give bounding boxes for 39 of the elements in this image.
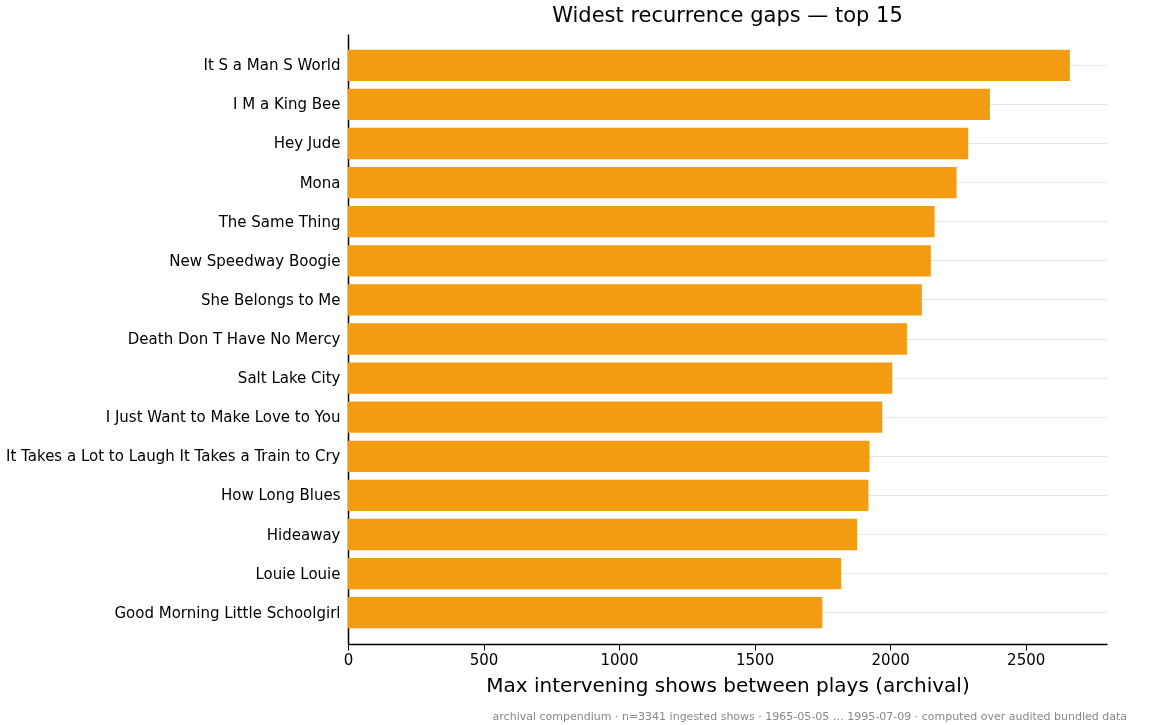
y-tick-label: Good Morning Little Schoolgirl [114, 603, 341, 622]
x-tick-label: 0 [343, 650, 354, 669]
y-tick-label: It S a Man S World [203, 56, 341, 75]
bar [348, 206, 935, 238]
bar [348, 323, 907, 355]
y-tick-label: Mona [299, 173, 341, 192]
y-tick-label: Hideaway [266, 525, 341, 544]
bar [348, 362, 893, 394]
x-tick-label: 1000 [600, 650, 639, 669]
bar [348, 440, 870, 472]
bar [348, 597, 823, 629]
y-tick-label: Death Don T Have No Mercy [127, 330, 341, 348]
bar [348, 518, 858, 551]
bar [348, 49, 1070, 81]
x-tick-label: 2000 [871, 650, 910, 669]
y-tick-label: The Same Thing [217, 212, 341, 231]
chart-title: Widest recurrence gaps — top 15 [552, 3, 903, 27]
bar [348, 557, 842, 590]
x-tick-label: 2500 [1007, 650, 1046, 669]
text: archival compendium · n=3341 ingested shows · 1965-05-05 … 1995-07-09 · computed over audited bundled data [492, 710, 1127, 723]
y-tick-label: I M a King Bee [233, 95, 341, 114]
bar [348, 479, 869, 512]
x-tick-label: 1500 [736, 650, 775, 669]
y-tick-label: Hey Jude [273, 134, 341, 153]
bar [348, 245, 931, 277]
bar [348, 166, 957, 199]
y-tick-label: How Long Blues [220, 486, 341, 505]
x-tick-label: 500 [469, 650, 499, 669]
bar [348, 284, 922, 316]
y-tick-label: She Belongs to Me [201, 290, 341, 309]
y-tick-label: Louie Louie [255, 564, 341, 583]
y-tick-label: It Takes a Lot to Laugh It Takes a Train to Cry [6, 447, 341, 466]
bar [348, 401, 883, 433]
y-tick-label: Salt Lake City [237, 369, 341, 388]
y-tick-label: New Speedway Boogie [169, 251, 341, 270]
y-tick-label: I Just Want to Make Love to You [105, 408, 341, 427]
bar [348, 88, 990, 121]
x-axis-title: Max intervening shows between plays (archival) [486, 672, 970, 697]
bar [348, 127, 969, 160]
